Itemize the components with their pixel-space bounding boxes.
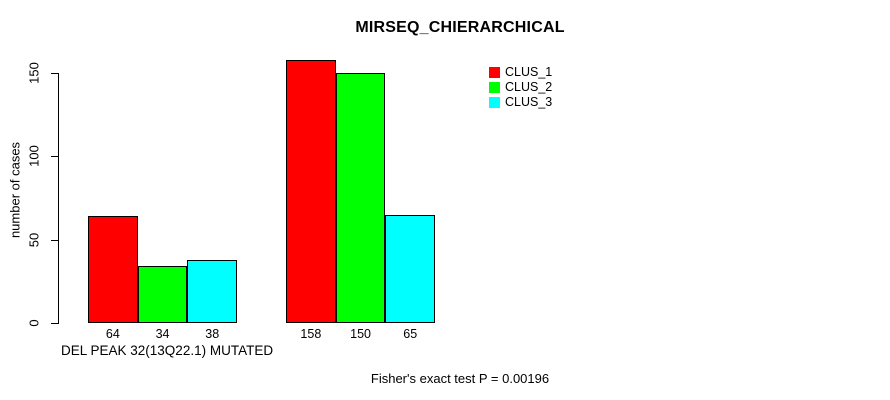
y-axis-tick bbox=[51, 323, 58, 324]
legend-item-clus_3: CLUS_3 bbox=[489, 96, 552, 108]
bar-value-label: 150 bbox=[350, 326, 371, 341]
y-axis-line bbox=[58, 73, 59, 324]
bar-clus_2-group1 bbox=[137, 266, 188, 323]
y-axis-tick bbox=[51, 73, 58, 74]
y-axis-label: number of cases bbox=[7, 141, 23, 239]
bar-value-label: 65 bbox=[403, 326, 418, 341]
legend-swatch-icon bbox=[489, 66, 500, 78]
legend-swatch-icon bbox=[489, 96, 500, 108]
bar-clus_1-group2 bbox=[286, 59, 336, 323]
bar-value-label: 64 bbox=[105, 326, 120, 341]
bar-clus_2-group2 bbox=[335, 73, 386, 323]
y-axis-tick-label: 0 bbox=[26, 319, 42, 327]
bar-clus_1-group1 bbox=[88, 216, 138, 323]
x-axis-label: DEL PEAK 32(13Q22.1) MUTATED bbox=[61, 343, 274, 358]
legend-label: CLUS_1 bbox=[505, 65, 553, 79]
legend-swatch-icon bbox=[489, 81, 500, 93]
legend-item-clus_2: CLUS_2 bbox=[489, 81, 552, 93]
bar-value-label: 38 bbox=[205, 326, 220, 341]
legend-label: CLUS_3 bbox=[505, 95, 553, 109]
legend-item-clus_1: CLUS_1 bbox=[489, 66, 552, 78]
bar-clus_3-group1 bbox=[187, 259, 238, 323]
y-axis-tick-label: 50 bbox=[26, 232, 42, 247]
bar-value-label: 34 bbox=[155, 326, 170, 341]
stat-test-note: Fisher's exact test P = 0.00196 bbox=[370, 371, 550, 386]
y-axis-tick bbox=[51, 156, 58, 158]
bar-value-label: 158 bbox=[300, 326, 322, 341]
bar-clus_3-group2 bbox=[385, 214, 436, 323]
chart-title: MIRSEQ_CHIERARCHICAL bbox=[355, 19, 565, 36]
legend: CLUS_1 CLUS_2 CLUS_3 bbox=[489, 66, 552, 111]
y-axis-tick-label: 100 bbox=[26, 145, 42, 168]
legend-label: CLUS_2 bbox=[505, 80, 553, 94]
y-axis-tick-label: 150 bbox=[26, 62, 42, 84]
y-axis-tick bbox=[51, 239, 58, 241]
